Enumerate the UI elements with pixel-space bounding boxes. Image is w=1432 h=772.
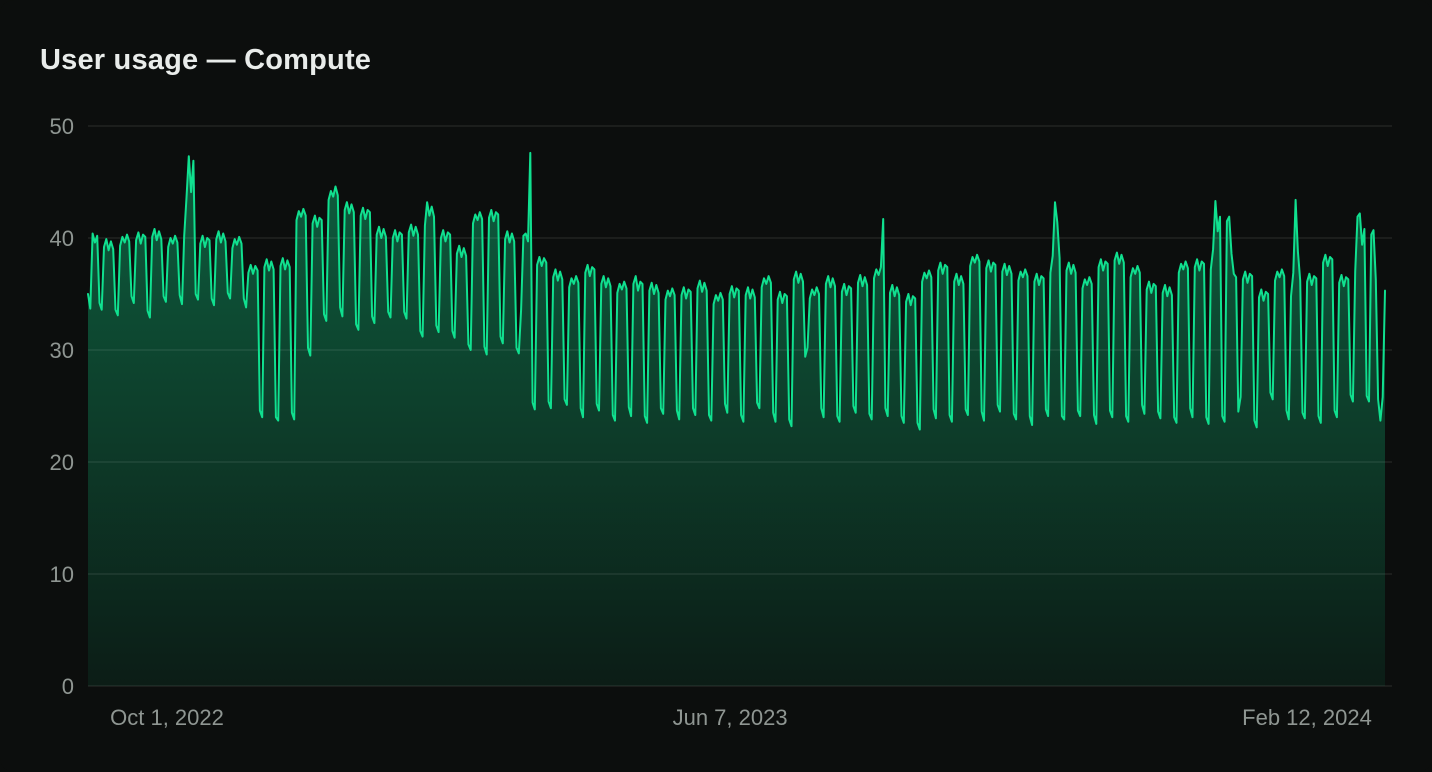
x-tick-label: Feb 12, 2024 bbox=[1242, 705, 1372, 730]
y-tick-label-30: 30 bbox=[50, 338, 74, 363]
x-tick-label: Oct 1, 2022 bbox=[110, 705, 224, 730]
y-tick-label-0: 0 bbox=[62, 674, 74, 699]
y-tick-label-10: 10 bbox=[50, 562, 74, 587]
area-fill bbox=[88, 152, 1385, 686]
y-axis-labels: 0 10 20 30 40 50 bbox=[50, 114, 74, 699]
y-tick-label-20: 20 bbox=[50, 450, 74, 475]
y-tick-label-40: 40 bbox=[50, 226, 74, 251]
x-tick-label: Jun 7, 2023 bbox=[673, 705, 788, 730]
x-axis-labels: Oct 1, 2022 Jun 7, 2023 Feb 12, 2024 bbox=[110, 705, 1372, 730]
usage-line bbox=[87, 151, 1386, 431]
y-tick-label-50: 50 bbox=[50, 114, 74, 139]
chart-title: User usage — Compute bbox=[40, 44, 372, 76]
